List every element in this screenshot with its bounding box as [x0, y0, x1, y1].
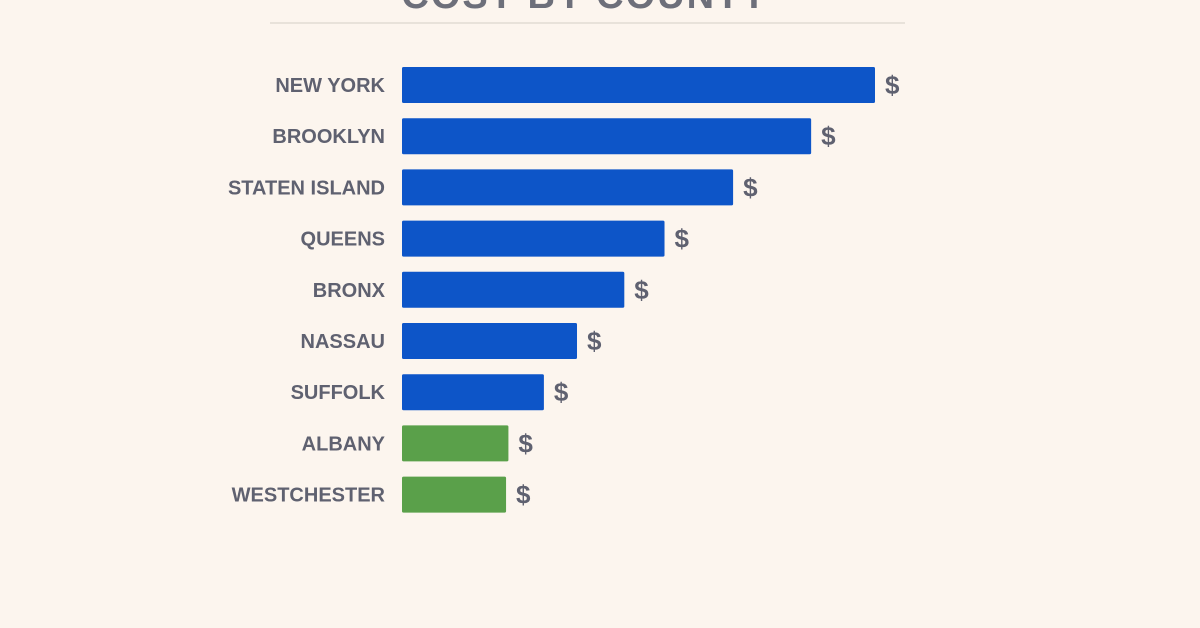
- category-label: NASSAU: [301, 331, 385, 353]
- value-label: $: [885, 70, 900, 100]
- value-label: $: [516, 480, 531, 510]
- category-label: STATEN ISLAND: [228, 177, 385, 199]
- value-label: $: [518, 428, 533, 458]
- category-label: NEW YORK: [275, 75, 385, 97]
- bars-layer: NEW YORK $ BROOKLYN $ STATEN ISLAND $ QUEENS $ B…: [228, 67, 900, 513]
- category-label: BROOKLYN: [272, 126, 385, 148]
- bar: [402, 476, 507, 513]
- bar: [402, 67, 875, 103]
- value-label: $: [743, 172, 758, 202]
- bar: [402, 425, 509, 462]
- category-label: SUFFOLK: [291, 382, 386, 404]
- category-label: BRONX: [313, 280, 386, 302]
- bar: [402, 374, 544, 411]
- category-label: ALBANY: [302, 433, 386, 455]
- value-label: $: [554, 377, 569, 407]
- chart-title: COST BY COUNTY: [401, 0, 768, 17]
- bar: [402, 118, 812, 155]
- value-label: $: [821, 121, 836, 151]
- value-label: $: [634, 275, 649, 305]
- bar: [402, 220, 665, 257]
- value-label: $: [587, 326, 602, 356]
- bar: [402, 169, 734, 206]
- value-label: $: [675, 224, 690, 254]
- category-label: WESTCHESTER: [232, 485, 386, 507]
- bar: [402, 323, 578, 359]
- category-label: QUEENS: [301, 229, 385, 251]
- bar: [402, 271, 625, 308]
